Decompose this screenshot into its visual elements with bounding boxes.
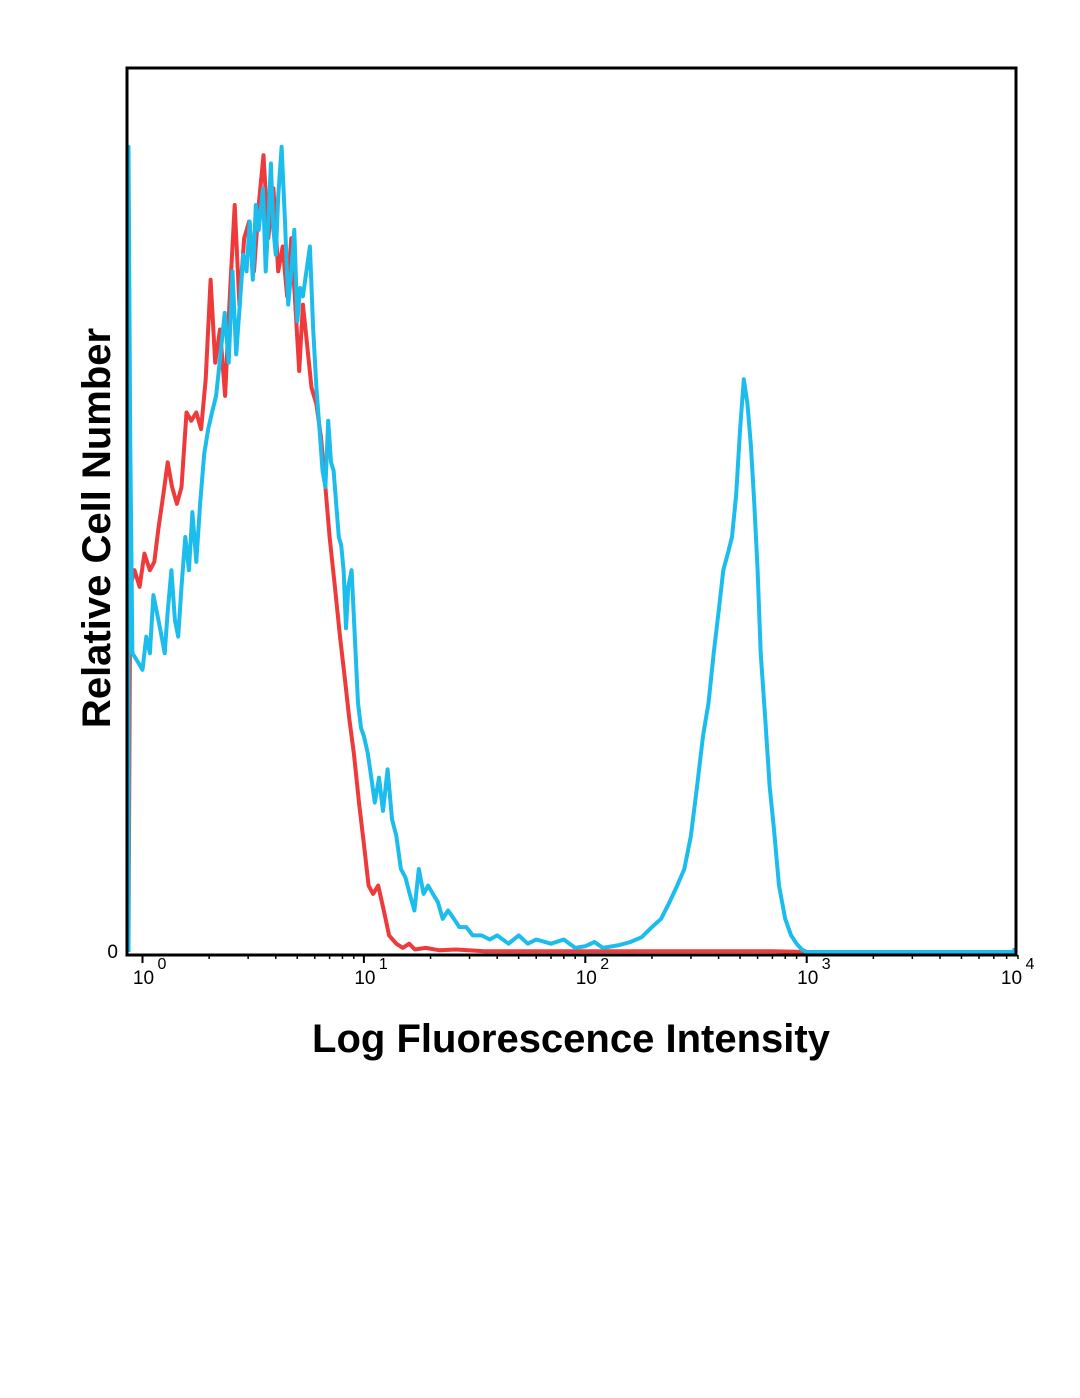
y-axis-title: Relative Cell Number	[75, 328, 119, 728]
x-tick-label: 10	[797, 968, 818, 989]
x-tick-exponent: 1	[379, 956, 388, 973]
x-tick-exponent: 4	[1026, 956, 1035, 973]
x-tick-exponent: 3	[822, 956, 831, 973]
x-tick-exponent: 0	[158, 956, 167, 973]
histogram-series-1	[126, 153, 1015, 954]
x-tick-exponent: 2	[600, 956, 609, 973]
y-zero-label: 0	[107, 942, 118, 963]
x-axis-title: Log Fluorescence Intensity	[312, 1017, 831, 1061]
x-tick-label: 10	[576, 968, 597, 989]
plot-frame	[125, 66, 1018, 957]
x-tick-label: 10	[354, 968, 375, 989]
series-layer	[126, 144, 1017, 954]
x-tick-label: 10	[1001, 968, 1022, 989]
histogram-series-2	[126, 144, 1017, 954]
x-tick-label: 10	[133, 968, 154, 989]
